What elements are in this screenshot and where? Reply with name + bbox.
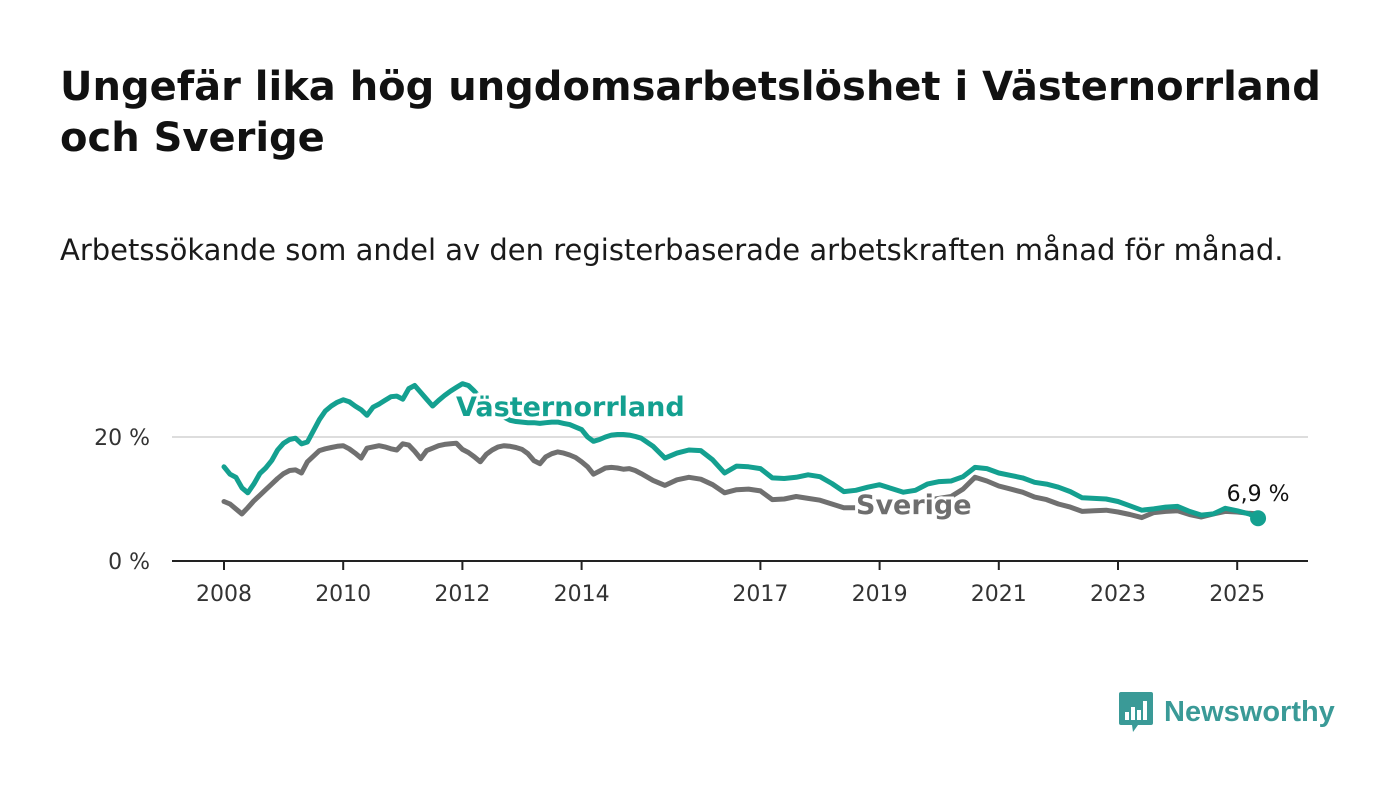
x-tick-label: 2014 bbox=[554, 582, 610, 607]
x-tick-label: 2017 bbox=[732, 582, 788, 607]
series-label-vasternorrland: Västernorrland bbox=[456, 392, 685, 423]
x-axis-ticks bbox=[223, 561, 1239, 570]
y-tick-label: 0 % bbox=[108, 550, 150, 575]
page-title: Ungefär lika hög ungdomsarbetslöshet i V… bbox=[60, 64, 1321, 161]
x-tick-label: 2010 bbox=[315, 582, 371, 607]
x-tick-label: 2012 bbox=[434, 582, 490, 607]
bar-chart-speech-bubble-icon bbox=[1119, 692, 1153, 732]
x-tick-label: 2021 bbox=[971, 582, 1027, 607]
newsworthy-logo: Newsworthy bbox=[1118, 690, 1335, 734]
x-tick-label: 2025 bbox=[1209, 582, 1265, 607]
series-line-vasternorrland bbox=[221, 381, 1261, 521]
x-axis-tick-labels: 2008 2010 2012 2014 2017 2019 2021 2023 2025 bbox=[196, 582, 1265, 607]
end-value-label: 6,9 % bbox=[1227, 482, 1290, 507]
series-lines bbox=[221, 381, 1261, 521]
end-point-marker bbox=[1250, 510, 1267, 527]
x-tick-label: 2019 bbox=[852, 582, 908, 607]
x-tick-label: 2023 bbox=[1090, 582, 1146, 607]
series-label-sverige: Sverige bbox=[856, 490, 972, 521]
chart-subtitle: Arbetssökande som andel av den registerb… bbox=[60, 233, 1284, 267]
brand-name: Newsworthy bbox=[1164, 695, 1335, 728]
series-line-sverige bbox=[221, 440, 1261, 521]
x-tick-label: 2008 bbox=[196, 582, 252, 607]
y-tick-label: 20 % bbox=[94, 426, 150, 451]
y-axis-tick-labels: 0 % 20 % bbox=[94, 426, 150, 575]
